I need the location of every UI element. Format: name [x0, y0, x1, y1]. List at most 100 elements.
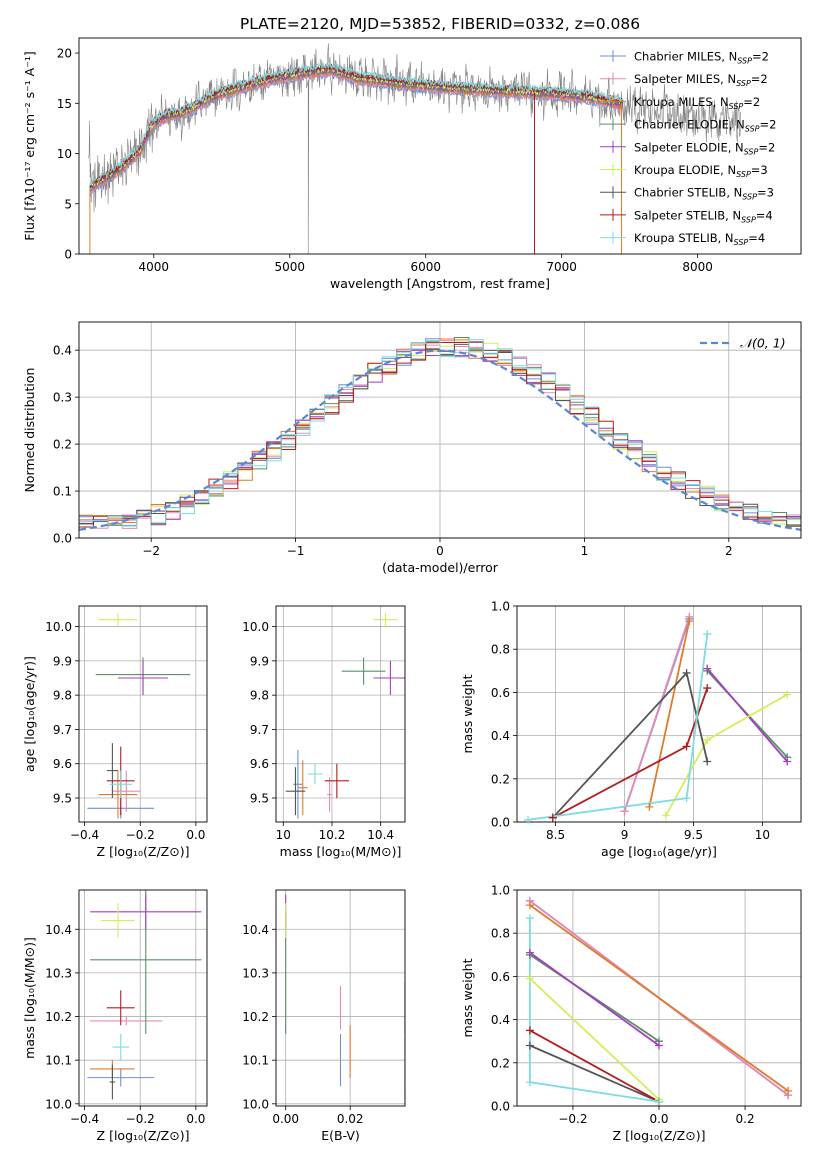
mass_vs_ebv-xlabel: E(B-V) — [321, 1128, 360, 1143]
massweight_vs_age-marker-chab_stelib-2 — [703, 757, 712, 766]
residual-legend-label: 𝒩(0, 1) — [740, 336, 786, 351]
spectrum-xtick-label-4: 8000 — [682, 260, 713, 274]
massweight_vs_Z-ytick-label-2: 0.4 — [491, 1013, 510, 1027]
age_vs_Z-plot-area — [87, 612, 191, 819]
spectrum-ytick-label-4: 20 — [57, 47, 72, 61]
spectrum-model-krou_stelib — [89, 61, 624, 186]
mass_vs_Z-frame — [78, 889, 208, 1107]
massweight_vs_age-marker-salp_elodie-0 — [703, 664, 712, 673]
massweight_vs_age-ytick-label-0: 0.0 — [491, 816, 510, 830]
age_vs_Z-panel: −0.4 −0.2 0.0 9.5 9.6 9.7 9.8 9.9 10.0 Z [log₁₀(Z… — [22, 605, 208, 859]
massweight_vs_age-xtick-label-0: 8.5 — [546, 828, 565, 842]
age_vs_Z-ytick-label-5: 10.0 — [45, 620, 72, 634]
legend-label-sub: SSP — [729, 102, 744, 111]
massweight_vs_Z-ytick-label-5: 1.0 — [491, 884, 510, 898]
massweight_vs_Z-frame — [516, 889, 802, 1107]
residuals-xtick-label-1: −1 — [287, 544, 305, 558]
spectrum-xtick-label-1: 5000 — [274, 260, 305, 274]
mass_vs_Z-plot-area — [87, 890, 202, 1100]
residuals-ytick-label-1: 0.1 — [53, 485, 72, 499]
mass_vs_Z-ytick-label-2: 10.2 — [45, 1010, 72, 1024]
massweight_vs_age-ytick-label-3: 0.6 — [491, 686, 510, 700]
massweight_vs_Z-xtick-label-2: 0.2 — [736, 1112, 755, 1126]
spectrum-ytick-label-3: 15 — [57, 97, 72, 111]
massweight_vs_age-marker-krou_elodie-2 — [783, 690, 792, 699]
massweight_vs_age-plot-area — [527, 616, 788, 821]
legend-label-suffix: =2 — [760, 118, 777, 132]
legend-label-sub: SSP — [742, 193, 757, 202]
age_vs_Z-ytick-label-1: 9.6 — [53, 757, 72, 771]
massweight_vs_age-ytick-label-2: 0.4 — [491, 729, 510, 743]
spectrum-xtick-label-3: 7000 — [546, 260, 577, 274]
age_vs_mass-ytick-label-5: 10.0 — [242, 620, 269, 634]
mass_vs_Z-ytick-label-1: 10.1 — [45, 1054, 72, 1068]
mass_vs_ebv-ytick-label-4: 10.4 — [242, 923, 269, 937]
mass_vs_ebv-ytick-label-2: 10.2 — [242, 1010, 269, 1024]
massweight_vs_age-marker-salp_stelib-2 — [703, 684, 712, 693]
massweight_vs_Z-marker-krou_stelib-0 — [525, 914, 534, 923]
legend-label-sub: SSP — [741, 215, 756, 224]
massweight_vs_age-marker-krou_stelib-0 — [524, 815, 533, 824]
massweight_vs_Z-marker-krou_stelib-2 — [655, 1097, 663, 1106]
spectrum-ytick-label-2: 10 — [57, 147, 72, 161]
legend-label-text: Salpeter MILES, N — [634, 72, 736, 86]
massweight_vs_age-line-krou_elodie — [665, 693, 788, 816]
legend-label-suffix: =3 — [751, 163, 768, 177]
massweight_vs_age-xlabel: age [log₁₀(age/yr)] — [601, 844, 717, 859]
legend-label-text: Chabrier MILES, N — [634, 50, 737, 64]
mass_vs_Z-xtick-label-2: 0.0 — [186, 1112, 205, 1126]
residuals-xtick-label-3: 1 — [581, 544, 589, 558]
spectrum-frame — [78, 37, 802, 255]
age_vs_Z-ytick-label-3: 9.8 — [53, 689, 72, 703]
spectrum-xlabel: wavelength [Angstrom, rest frame] — [330, 276, 550, 291]
legend-label-salp_miles: Salpeter MILES, NSSP=2 — [634, 72, 768, 88]
massweight_vs_Z-line-salp_elodie — [529, 951, 660, 1047]
residuals-xlabel: (data-model)/error — [382, 560, 499, 575]
legend-label-text: Kroupa MILES, N — [634, 95, 729, 109]
legend-label-sub: SSP — [744, 147, 759, 156]
massweight_vs_Z-marker-krou_elodie-0 — [525, 974, 534, 983]
residual-hist-krou_stelib — [79, 339, 801, 527]
age_vs_Z-ytick-label-4: 9.9 — [53, 654, 72, 668]
age_vs_Z-xtick-label-2: 0.0 — [186, 828, 205, 842]
spectrum-plot-area — [88, 43, 742, 254]
legend-label-suffix: =2 — [743, 95, 760, 109]
mass_vs_Z-panel: −0.4 −0.2 0.0 10.0 10.1 10.2 10.3 10.4 Z [log₁₀(… — [22, 889, 208, 1143]
legend-label-salp_elodie: Salpeter ELODIE, NSSP=2 — [634, 140, 775, 156]
age_vs_mass-xtick-label-0: 10 — [276, 828, 291, 842]
residuals-xtick-label-2: 0 — [436, 544, 444, 558]
legend-label-krou_stelib: Kroupa STELIB, NSSP=4 — [634, 231, 765, 247]
residuals-panel: −2 −1 0 1 2 0.0 0.1 0.2 0.3 0.4 (data-model)/error… — [22, 321, 802, 575]
massweight_vs_Z-panel: −0.2 0.0 0.2 0.0 0.2 0.4 0.6 0.8 1.0 Z [log₁₀(Z/Z… — [460, 884, 802, 1143]
massweight_vs_age-marker-krou_elodie-1 — [703, 735, 712, 744]
massweight_vs_age-marker-krou_miles-0 — [645, 802, 654, 811]
age_vs_mass-xtick-label-1: 10.2 — [319, 828, 346, 842]
age_vs_Z-xtick-label-1: −0.2 — [126, 828, 155, 842]
age_vs_mass-ytick-label-0: 9.5 — [250, 792, 269, 806]
mass_vs_ebv-xtick-label-0: 0.00 — [272, 1112, 299, 1126]
mass_vs_ebv-xtick-label-1: 0.02 — [337, 1112, 364, 1126]
massweight_vs_Z-marker-salp_elodie-1 — [655, 1041, 663, 1050]
age_vs_Z-ylabel: age [log₁₀(age/yr)] — [22, 656, 37, 772]
massweight_vs_age-marker-krou_elodie-0 — [661, 811, 670, 820]
normal-reference-curve — [79, 349, 801, 531]
massweight_vs_Z-marker-krou_miles-0 — [525, 901, 534, 910]
legend-label-suffix: =3 — [757, 186, 774, 200]
massweight_vs_age-marker-chab_stelib-1 — [682, 668, 691, 677]
legend-label-krou_miles: Kroupa MILES, NSSP=2 — [634, 95, 760, 111]
legend-label-chab_stelib: Chabrier STELIB, NSSP=3 — [634, 186, 774, 202]
massweight_vs_age-panel: 8.5 9 9.5 10 0.0 0.2 0.4 0.6 0.8 1.0 age [log₁₀(ag… — [460, 600, 802, 859]
age_vs_Z-ytick-label-2: 9.7 — [53, 723, 72, 737]
residuals-plot-area — [79, 337, 801, 531]
massweight_vs_Z-xtick-label-0: −0.2 — [558, 1112, 587, 1126]
age_vs_mass-ytick-label-4: 9.9 — [250, 654, 269, 668]
mass_vs_ebv-ytick-label-0: 10.0 — [242, 1097, 269, 1111]
residuals-xtick-label-4: 2 — [725, 544, 733, 558]
mass_vs_Z-xtick-label-0: −0.4 — [70, 1112, 99, 1126]
spectrum-xtick-label-2: 6000 — [410, 260, 441, 274]
figure-title: PLATE=2120, MJD=53852, FIBERID=0332, z=0… — [240, 15, 640, 33]
massweight_vs_Z-ylabel: mass weight — [460, 958, 475, 1037]
massweight_vs_age-marker-krou_stelib-2 — [703, 630, 712, 639]
spectrum-ytick-label-1: 5 — [64, 197, 72, 211]
